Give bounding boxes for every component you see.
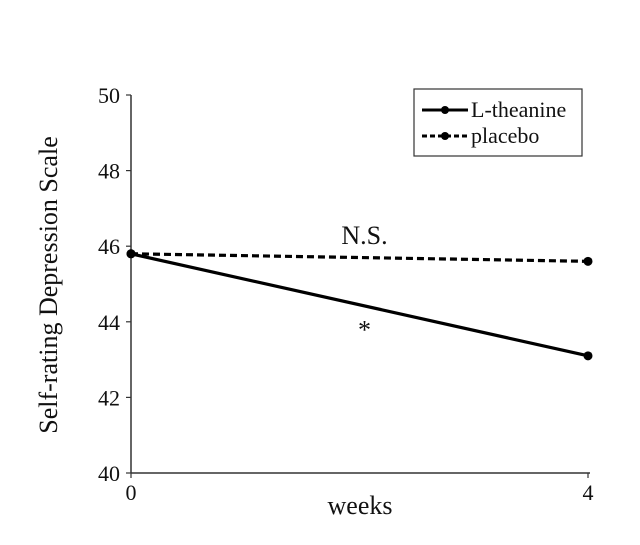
y-tick-label: 50 [98,83,120,108]
x-axis-title: weeks [328,491,393,520]
series-line-placebo [130,252,589,263]
data-point-l-theanine [583,351,593,361]
y-axis-title: Self-rating Depression Scale [34,136,63,433]
y-tick-label: 44 [98,310,120,335]
legend-marker-placebo [441,132,449,140]
x-tick-label: 4 [583,480,594,505]
y-axis-ticks: 40 42 44 46 48 50 [98,83,131,486]
y-tick-label: 48 [98,159,120,184]
series-line-l-theanine [130,252,589,358]
y-tick-label: 40 [98,461,120,486]
legend-label-l-theanine: L-theanine [471,97,566,122]
series-layer [126,249,593,361]
y-tick-label: 46 [98,234,120,259]
x-tick-label: 0 [126,480,137,505]
legend-box [413,88,583,157]
y-tick-label: 42 [98,385,120,410]
annotation-layer: N.S. * [341,221,387,344]
data-point-l-theanine [126,249,136,259]
data-point-placebo [583,256,593,266]
ns-annotation: N.S. [341,221,387,250]
significance-annotation: * [358,315,371,344]
legend-label-placebo: placebo [471,123,539,148]
legend-marker-l-theanine [441,106,449,114]
